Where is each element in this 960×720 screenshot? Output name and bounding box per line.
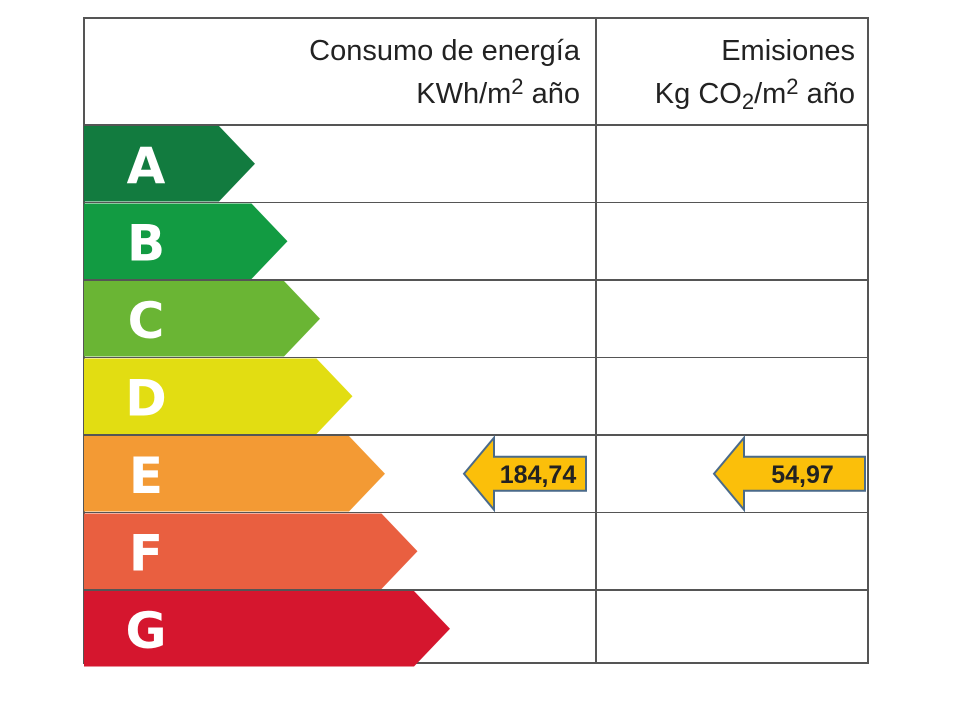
rating-letter-e: E [129, 447, 163, 505]
row-separator [83, 124, 869, 126]
rating-bar-c [84, 281, 320, 357]
emissions-unit: Kg CO2/m2 año [654, 74, 855, 114]
rating-letter-c: C [128, 292, 165, 350]
consumption-title: Consumo de energía [309, 35, 580, 67]
rating-letter-d: D [125, 369, 167, 427]
consumption-header: Consumo de energía KWh/m2 año [100, 30, 580, 116]
rating-letter-b: B [127, 214, 165, 272]
rating-bar-a [84, 126, 255, 202]
rating-bar-b [84, 203, 288, 279]
rating-letter-a: A [127, 137, 166, 195]
row-separator [83, 589, 869, 591]
emissions-indicator-arrow [712, 434, 866, 513]
rating-bar-f [84, 513, 418, 589]
rating-bar-g [84, 591, 450, 667]
consumption-unit: KWh/m2 año [416, 74, 580, 111]
row-separator [83, 434, 869, 436]
emissions-title: Emisiones [721, 35, 855, 67]
rating-letter-g: G [125, 602, 166, 660]
rating-bar-d [84, 358, 353, 434]
consumption-indicator-arrow [462, 434, 587, 513]
row-separator [83, 201, 869, 203]
rating-bar-e [84, 436, 385, 512]
row-separator [83, 511, 869, 513]
emissions-value: 54,97 [771, 461, 834, 489]
column-divider [595, 17, 597, 664]
emissions-header: Emisiones Kg CO2/m2 año [600, 30, 855, 116]
row-separator [83, 279, 869, 281]
consumption-value: 184,74 [500, 461, 577, 489]
row-separator [83, 356, 869, 358]
rating-letter-f: F [129, 524, 163, 582]
